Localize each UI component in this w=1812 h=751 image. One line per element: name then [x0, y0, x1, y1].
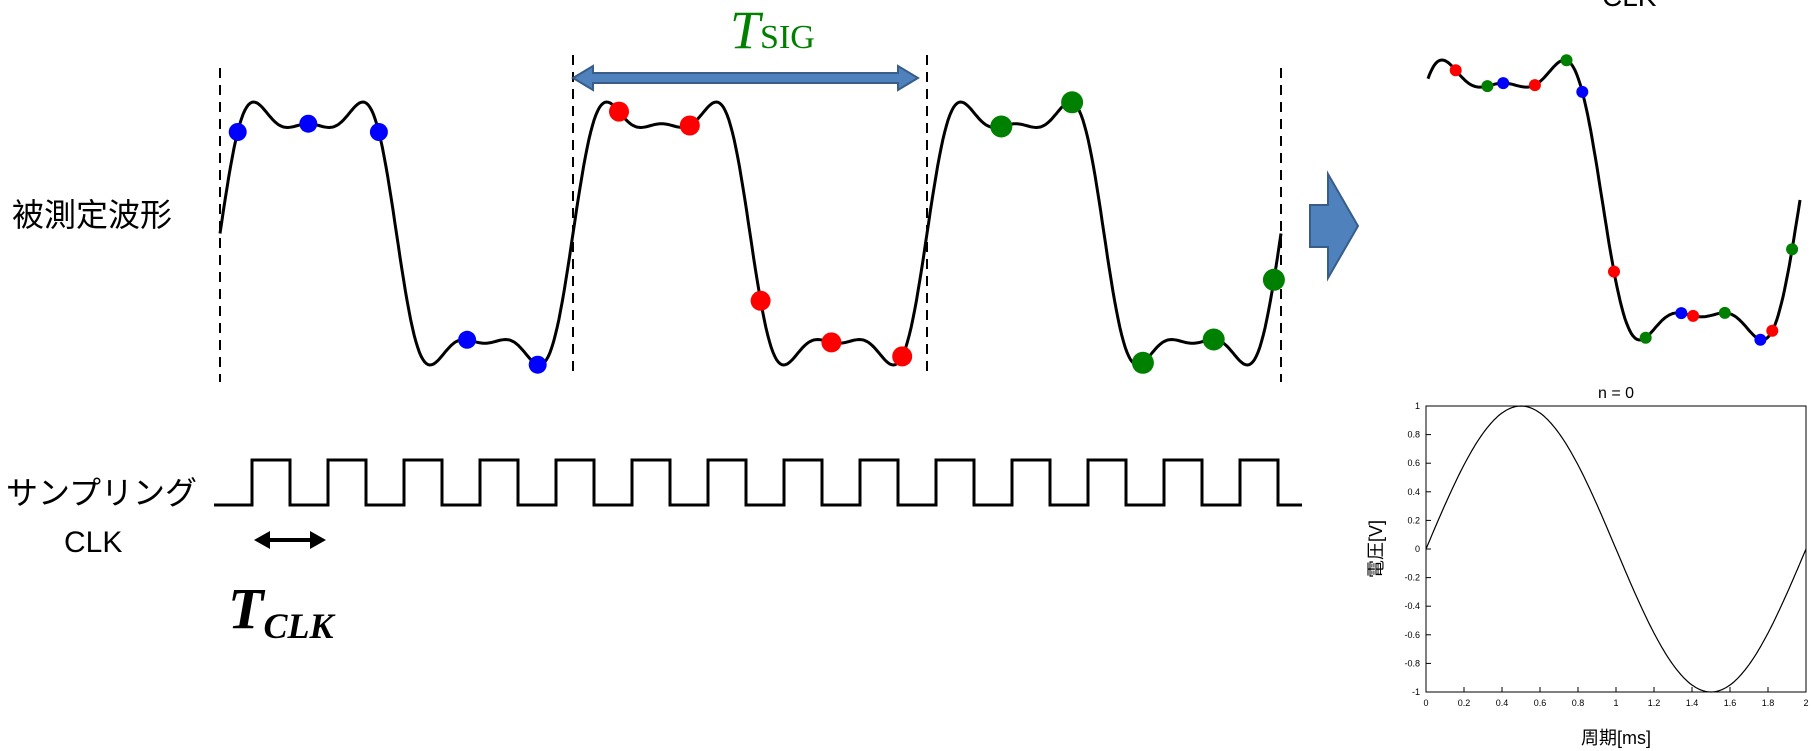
- sample-point-green-4: [1202, 328, 1225, 351]
- y-tick-label-1: -0.8: [1404, 658, 1420, 668]
- sample-point-green-2: [1061, 91, 1084, 114]
- y-tick-label-2: -0.6: [1404, 630, 1420, 640]
- sample-point-blue-5: [528, 355, 547, 374]
- sample-point-red-2: [679, 115, 700, 136]
- clk-label: CLK: [64, 526, 122, 559]
- recon-point-green-1: [1481, 80, 1494, 93]
- recon-point-red-5: [1766, 324, 1779, 337]
- sample-point-green-1: [990, 115, 1013, 138]
- sample-point-red-5: [892, 346, 913, 367]
- x-tick-label-8: 1.6: [1724, 698, 1737, 708]
- sample-point-blue-3: [369, 123, 388, 141]
- recon-point-blue-5: [1754, 333, 1767, 346]
- chart-xlabel: 周期[ms]: [1581, 728, 1651, 748]
- tsig-double-arrow: [571, 64, 920, 92]
- sampling-label: サンプリング: [6, 475, 197, 511]
- y-tick-label-4: -0.2: [1404, 573, 1420, 583]
- sample-points: [228, 91, 1285, 374]
- sample-point-red-3: [750, 290, 771, 311]
- x-tick-label-5: 1: [1613, 698, 1618, 708]
- reconstructed-waveform: [1426, 58, 1802, 342]
- waveform-label: 被測定波形: [12, 197, 172, 233]
- measured-waveform: [218, 100, 1283, 367]
- recon-point-red-3: [1608, 265, 1620, 278]
- chart-ylabel: 電圧[V]: [1366, 520, 1386, 578]
- chart-y-tick-labels: -1 -0.8 -0.6 -0.4 -0.2 0 0.2 0.4 0.6 0.8 1: [1404, 401, 1420, 697]
- sample-point-green-3: [1131, 351, 1154, 374]
- y-tick-label-8: 0.6: [1407, 458, 1420, 468]
- recon-point-blue-4: [1675, 307, 1688, 320]
- y-tick-label-6: 0.2: [1407, 515, 1420, 525]
- y-tick-label-5: 0: [1415, 544, 1420, 554]
- reconstructed-sample-points: [1449, 54, 1799, 346]
- transform-arrow: [1309, 170, 1360, 282]
- sine-chart: n = 0 0 0.2 0.4 0.6 0.8 1 1.2 1.4 1.6 1.8 2 -1 -0.8…: [1366, 385, 1809, 748]
- chart-series-line: [1425, 405, 1807, 693]
- clk-cut-label: CLK: [1602, 0, 1657, 12]
- recon-point-blue-3: [1576, 85, 1589, 98]
- recon-point-green-2: [1560, 54, 1573, 67]
- sample-point-blue-1: [228, 123, 247, 141]
- x-tick-label-4: 0.8: [1572, 698, 1585, 708]
- tclk-label: TCLK: [228, 576, 336, 646]
- x-tick-label-7: 1.4: [1686, 698, 1699, 708]
- x-tick-label-3: 0.6: [1534, 698, 1547, 708]
- recon-point-red-4: [1687, 309, 1700, 322]
- sampling-clock-waveform: [214, 458, 1302, 507]
- recon-point-blue-2: [1497, 77, 1510, 90]
- recon-point-green-3: [1639, 331, 1652, 344]
- x-tick-label-1: 0.2: [1458, 698, 1471, 708]
- recon-point-red-2: [1528, 79, 1541, 92]
- sample-point-blue-4: [458, 330, 477, 349]
- tclk-double-arrow: [254, 531, 326, 549]
- y-tick-label-10: 1: [1415, 401, 1420, 411]
- y-tick-label-7: 0.4: [1407, 487, 1420, 497]
- chart-ticks: [1425, 405, 1807, 693]
- y-tick-label-0: -1: [1412, 687, 1420, 697]
- sample-point-green-5: [1262, 268, 1285, 291]
- x-tick-label-9: 1.8: [1762, 698, 1775, 708]
- chart-title: n = 0: [1598, 385, 1634, 402]
- y-tick-label-3: -0.4: [1404, 601, 1420, 611]
- x-tick-label-10: 2: [1803, 698, 1808, 708]
- tsig-label: TSIG: [730, 0, 815, 60]
- recon-point-green-4: [1718, 306, 1731, 319]
- recon-point-red-1: [1449, 64, 1462, 77]
- x-tick-label-0: 0: [1423, 698, 1428, 708]
- x-tick-label-2: 0.4: [1496, 698, 1509, 708]
- sample-point-blue-2: [299, 114, 318, 133]
- x-tick-label-6: 1.2: [1648, 698, 1661, 708]
- y-tick-label-9: 0.8: [1407, 430, 1420, 440]
- sample-point-red-4: [821, 332, 842, 353]
- recon-point-green-5: [1786, 243, 1799, 256]
- chart-x-tick-labels: 0 0.2 0.4 0.6 0.8 1 1.2 1.4 1.6 1.8 2: [1423, 698, 1808, 708]
- sample-point-red-1: [609, 101, 629, 122]
